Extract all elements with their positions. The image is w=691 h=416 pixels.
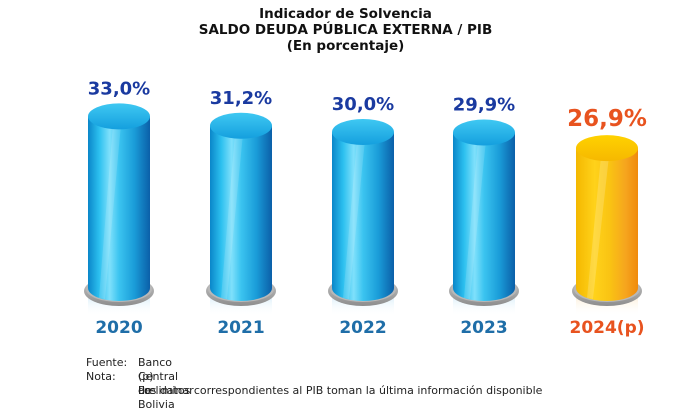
value-label: 26,9%: [567, 106, 647, 132]
bar-top: [88, 103, 150, 130]
category-label: 2024(p): [569, 318, 644, 338]
bar-2020: [84, 103, 154, 316]
bar-body: [453, 132, 515, 301]
value-label: 29,9%: [453, 95, 515, 116]
bar-2022: [328, 119, 398, 316]
value-label: 33,0%: [88, 78, 150, 99]
bar-body: [88, 116, 150, 301]
chart-subtitle: SALDO DEUDA PÚBLICA EXTERNA / PIB: [198, 22, 493, 38]
note-label: Nota:: [86, 370, 116, 383]
category-label: 2023: [460, 318, 507, 338]
chart-units: (En porcentaje): [286, 38, 405, 54]
bar-body: [210, 125, 272, 301]
bar-top: [453, 119, 515, 146]
bar-shine: [221, 133, 243, 299]
bar-shine: [464, 140, 486, 299]
value-label: 30,0%: [332, 94, 394, 115]
bar-body: [332, 132, 394, 301]
note-line-2: Los datos correspondientes al PIB toman …: [138, 384, 543, 397]
value-label: 31,2%: [210, 88, 272, 109]
bar-top: [576, 135, 638, 162]
chart-title: Indicador de Solvencia: [259, 6, 432, 22]
category-label: 2022: [339, 318, 386, 338]
bar-shine: [99, 124, 121, 300]
bar-shine: [343, 140, 365, 299]
note-line-1: (p) Preliminar: [138, 370, 194, 397]
source-label: Fuente:: [86, 356, 128, 369]
footer: Fuente: Banco Central de Bolivia Nota: (…: [86, 356, 542, 411]
category-label: 2020: [95, 318, 142, 338]
bar-2024(p): [572, 135, 642, 316]
source-value: Banco Central de Bolivia: [138, 356, 179, 411]
category-label: 2021: [217, 318, 264, 338]
bar-body: [576, 148, 638, 301]
bar-top: [332, 119, 394, 145]
bar-2023: [449, 119, 519, 316]
bar-shine: [587, 156, 609, 299]
bar-top: [210, 112, 272, 139]
bar-2021: [206, 112, 276, 316]
